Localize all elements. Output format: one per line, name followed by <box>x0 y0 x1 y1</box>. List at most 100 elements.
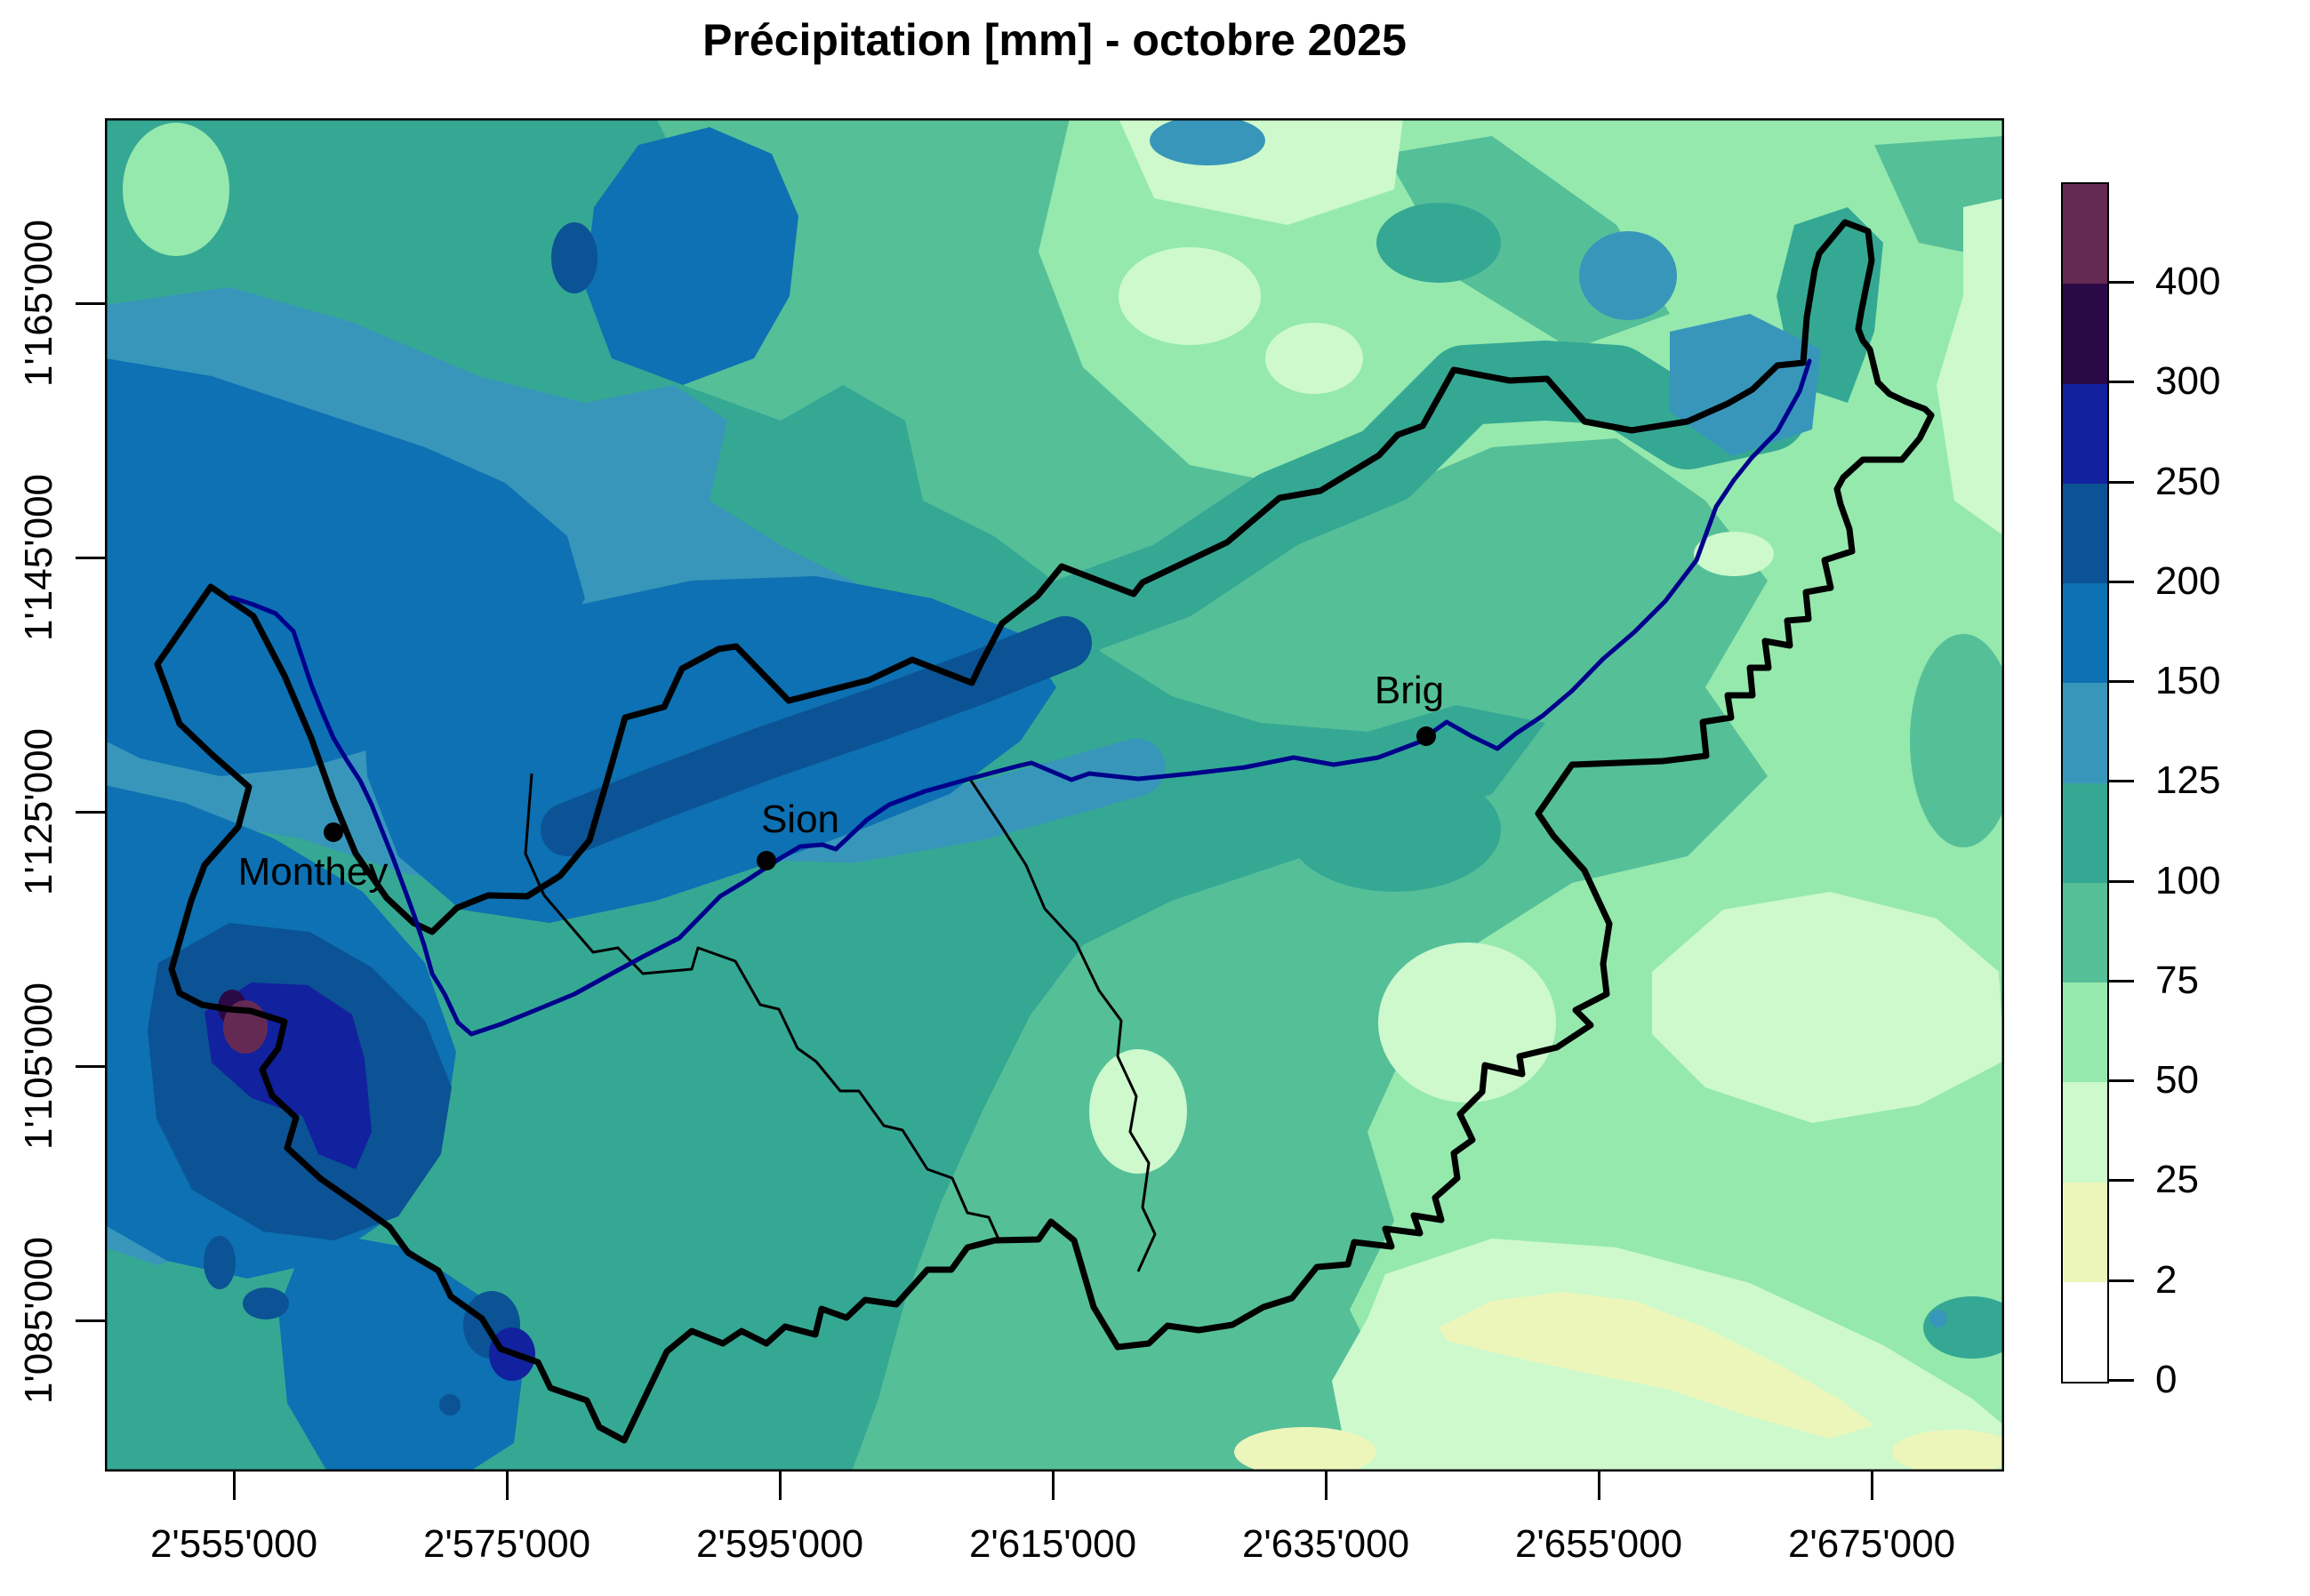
plot-frame <box>104 117 2005 1472</box>
legend-tick-label: 100 <box>2155 859 2221 902</box>
legend-segment <box>2063 1182 2107 1282</box>
legend-segment <box>2063 1281 2107 1382</box>
x-tick-label: 2'615'000 <box>968 1522 1137 1566</box>
legend-tick <box>2107 1079 2134 1082</box>
contour-100-125-se <box>1923 1296 2021 1359</box>
chart-title: Précipitation [mm] - octobre 2025 <box>702 15 1407 65</box>
legend-tick <box>2107 680 2134 683</box>
contour-25-50-c2 <box>1378 942 1556 1103</box>
map-plot-area: Monthey Sion Brig <box>78 116 2021 1477</box>
legend-segment <box>2063 383 2107 484</box>
x-tick-label: 2'655'000 <box>1514 1522 1683 1566</box>
legend-tick <box>2107 581 2134 583</box>
x-tick <box>506 1472 509 1500</box>
contour-150-200-nblob <box>585 127 798 385</box>
legend-tick-label: 2 <box>2155 1258 2178 1302</box>
legend-tick-label: 25 <box>2155 1158 2199 1201</box>
legend-tick-label: 200 <box>2155 559 2221 603</box>
legend-tick-label: 400 <box>2155 260 2221 303</box>
contour-200-250-sp1 <box>243 1152 371 1216</box>
x-tick-label: 2'635'000 <box>1241 1522 1410 1566</box>
x-tick <box>1871 1472 1873 1500</box>
rhone-river <box>229 358 1812 1037</box>
contour-125-150-se-dot <box>1929 1310 1947 1327</box>
y-tick-label: 1'125'000 <box>17 727 60 896</box>
contour-200-250-sp3 <box>243 1287 289 1319</box>
contour-125-150-ne3 <box>1150 116 1265 165</box>
legend-segment <box>2063 882 2107 982</box>
legend-segment <box>2063 583 2107 684</box>
contour-100-125-herens <box>818 1049 889 1111</box>
contour-200-250-s-dot <box>439 1394 461 1416</box>
x-tick-label: 2'675'000 <box>1787 1522 1956 1566</box>
legend-tick <box>2107 1279 2134 1282</box>
contour-200-250-sp2 <box>204 1236 236 1289</box>
y-tick <box>76 1319 105 1322</box>
contour-50-75-nw-patch <box>123 123 229 256</box>
x-tick <box>1325 1472 1327 1500</box>
contour-100-125-crest-band <box>1034 341 1808 656</box>
x-tick-label: 2'575'000 <box>422 1522 591 1566</box>
y-tick-label: 1'105'000 <box>17 982 60 1151</box>
catchment-boundary <box>154 219 1935 1444</box>
x-tick <box>1598 1472 1600 1500</box>
legend-segment <box>2063 184 2107 285</box>
subcatchment-boundary-west <box>524 773 1002 1244</box>
subcatchment-boundary-east <box>969 780 1157 1272</box>
precipitation-map-svg: Monthey Sion Brig <box>78 116 2021 1477</box>
city-label-brig: Brig <box>1375 669 1444 712</box>
x-tick-label: 2'595'000 <box>695 1522 864 1566</box>
y-tick <box>76 1065 105 1068</box>
contour-200-250-noval <box>551 222 598 293</box>
y-tick <box>76 557 105 559</box>
y-tick <box>76 302 105 305</box>
contour-200-250-crest-band <box>541 616 1092 856</box>
legend-segment <box>2063 782 2107 883</box>
y-tick <box>76 811 105 814</box>
city-label-sion: Sion <box>761 798 839 841</box>
legend-tick-label: 300 <box>2155 359 2221 403</box>
contour-2-25-s1 <box>1234 1427 1376 1477</box>
legend-segment <box>2063 982 2107 1083</box>
contour-25-50-island <box>1694 532 1774 576</box>
contour-25-50-ne2 <box>1265 323 1363 394</box>
x-tick <box>233 1472 236 1500</box>
contour-25-50-c3 <box>1089 1049 1187 1174</box>
contour-2-25-s2 <box>1892 1430 2017 1474</box>
x-tick <box>779 1472 782 1500</box>
legend-tick <box>2107 381 2134 383</box>
contour-25-50-rightstrip <box>1937 198 2004 536</box>
legend-tick <box>2107 880 2134 883</box>
legend-tick-label: 75 <box>2155 958 2199 1002</box>
legend-tick <box>2107 780 2134 782</box>
contour-25-50-east-big <box>1652 892 2004 1123</box>
legend-tick <box>2107 1179 2134 1182</box>
contour-2-25-band <box>1439 1292 1874 1439</box>
x-tick-label: 2'555'000 <box>149 1522 318 1566</box>
legend-tick <box>2107 1379 2134 1382</box>
contour-25-50-ne1 <box>1119 247 1261 345</box>
legend-segment <box>2063 683 2107 783</box>
legend-tick <box>2107 281 2134 284</box>
y-tick-label: 1'085'000 <box>17 1236 60 1405</box>
legend-tick <box>2107 481 2134 484</box>
legend-segment <box>2063 284 2107 384</box>
city-label-monthey: Monthey <box>238 850 389 894</box>
legend-tick-label: 150 <box>2155 659 2221 702</box>
contour-150-200-sw2 <box>278 1230 523 1472</box>
legend-tick-label: 0 <box>2155 1358 2178 1401</box>
legend-tick <box>2107 980 2134 982</box>
contour-75-100-e <box>1910 634 2017 847</box>
x-tick <box>1052 1472 1055 1500</box>
city-dot-sion <box>757 851 776 870</box>
legend-tick-label: 125 <box>2155 758 2221 802</box>
contour-125-150-ne2 <box>1579 231 1677 320</box>
legend-segment <box>2063 1082 2107 1183</box>
contour-100-125-brig <box>1287 767 1501 892</box>
legend-tick-label: 250 <box>2155 460 2221 503</box>
y-tick-label: 1'165'000 <box>17 219 60 388</box>
city-dot-brig <box>1416 726 1436 746</box>
legend-tick-label: 50 <box>2155 1058 2199 1102</box>
legend-color-bar <box>2061 182 2109 1383</box>
